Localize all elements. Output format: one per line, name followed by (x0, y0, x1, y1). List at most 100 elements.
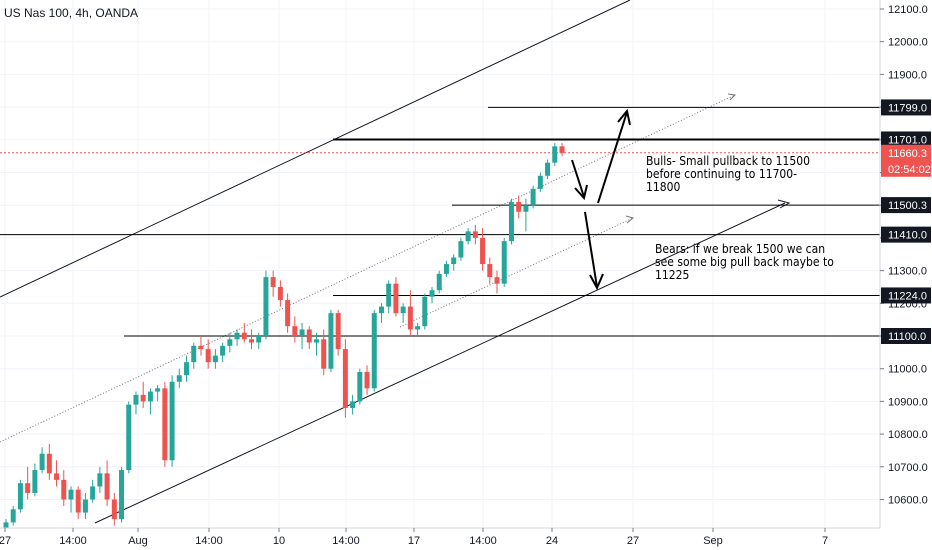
candle-body (537, 175, 543, 189)
pullback-arrow (571, 159, 585, 198)
price-tick-label: 10800.0 (888, 429, 928, 441)
candle-body (111, 499, 117, 520)
countdown-label: 02:54:02 (888, 164, 931, 176)
candle-body (61, 479, 67, 500)
price-tick-label: 11000.0 (888, 364, 927, 376)
time-tick-label: Aug (128, 535, 148, 547)
candle-body (227, 339, 233, 346)
time-tick-label: 14:00 (59, 535, 87, 547)
candle-body (378, 306, 384, 314)
candle-body (147, 391, 153, 402)
candle-body (400, 306, 406, 314)
pullback-arrow-head (574, 184, 588, 201)
candle-body (422, 296, 428, 327)
time-axis[interactable]: 27 14:00 Aug 14:00 10 14:00 17 14:00 24 27 Sep 7 (0, 527, 932, 550)
dotted-arrow-head (727, 93, 737, 101)
candle-body (90, 486, 96, 500)
time-tick-label: 14:00 (332, 535, 360, 547)
candle-body (501, 241, 507, 284)
time-tick-label: 10 (273, 535, 285, 547)
candle-body (386, 283, 392, 307)
bulls-annotation: Bulls- Small pullback to 11500 before co… (646, 154, 810, 194)
time-tick-label: 27 (627, 535, 639, 547)
candle-body (480, 237, 486, 265)
channel-arrow-head (777, 199, 791, 209)
price-tick-label: 10600.0 (888, 495, 928, 507)
candle-body (256, 336, 262, 343)
time-tick-label: 17 (408, 535, 420, 547)
candle-body (429, 290, 435, 297)
candle-body (508, 201, 514, 242)
candle-body (220, 345, 226, 356)
level-price-tag (881, 226, 931, 243)
candle-body (155, 388, 161, 392)
level-price-label: 11224.0 (888, 290, 927, 302)
candle-body (552, 146, 558, 163)
candle-body (350, 401, 356, 408)
candle-body (133, 394, 139, 405)
upper-channel-line (0, 0, 631, 298)
candle-body (241, 332, 247, 340)
candle-body (299, 329, 305, 336)
symbol-title: US Nas 100, 4h, OANDA (4, 6, 139, 20)
candle-body (39, 453, 45, 471)
candle-body (285, 300, 291, 327)
last-price-tag (881, 144, 931, 177)
candle-body (198, 345, 204, 350)
candle-body (191, 345, 197, 363)
time-tick-label: Sep (703, 535, 723, 547)
bear-arrow-head (589, 273, 604, 291)
time-axis-background (0, 528, 932, 550)
level-price-tag (881, 131, 931, 148)
level-price-label: 11410.0 (888, 230, 927, 242)
price-axis-background (880, 0, 932, 550)
candle-body (494, 277, 500, 284)
candle-body (140, 394, 146, 402)
price-tick-label: 11300.0 (888, 266, 927, 278)
candle-body (25, 483, 31, 493)
candle-body (472, 231, 478, 238)
candle-body (436, 273, 442, 291)
bears-annotation: Bears: if we break 1500 we can see some … (655, 242, 834, 282)
candle-body (451, 257, 457, 265)
candle-body (530, 188, 536, 206)
candle-body (54, 473, 60, 480)
candle-body (234, 332, 240, 340)
bull-continuation-arrow (597, 111, 628, 204)
candle-body (357, 371, 363, 402)
candle-body (184, 362, 190, 376)
candle-body (277, 286, 283, 301)
level-price-tag (881, 197, 931, 214)
candle-body (82, 499, 88, 513)
candle-body (371, 313, 377, 389)
candle-body (458, 241, 464, 258)
candle-body (313, 339, 319, 343)
candle-body (126, 404, 132, 471)
level-price-tag (881, 328, 931, 344)
level-price-label: 11500.3 (888, 200, 927, 212)
candle-body (17, 483, 23, 510)
price-axis[interactable]: 12100.012000.011900.011800.011700.011600… (879, 0, 932, 550)
candle-body (321, 339, 327, 369)
candle-body (342, 349, 348, 408)
time-tick-label: 14:00 (195, 535, 223, 547)
candle-body (443, 264, 449, 274)
time-tick-label: 7 (822, 535, 828, 547)
candle-body (75, 489, 81, 513)
candle-body (68, 489, 74, 500)
candle-body (263, 277, 269, 336)
bull-arrow-head (617, 108, 631, 126)
price-tick-label: 12100.0 (888, 4, 928, 16)
candle-body (32, 470, 38, 493)
time-tick-label: 14:00 (469, 535, 497, 547)
candle-body (465, 231, 471, 242)
level-price-tag (881, 287, 931, 304)
candle-body (364, 371, 370, 389)
candle-body (176, 375, 182, 382)
candle-body (335, 313, 341, 350)
candle-body (249, 339, 255, 343)
price-tick-label: 10900.0 (888, 396, 928, 408)
bear-pullback-arrow (584, 211, 598, 288)
price-tick-label: 11900.0 (888, 69, 927, 81)
